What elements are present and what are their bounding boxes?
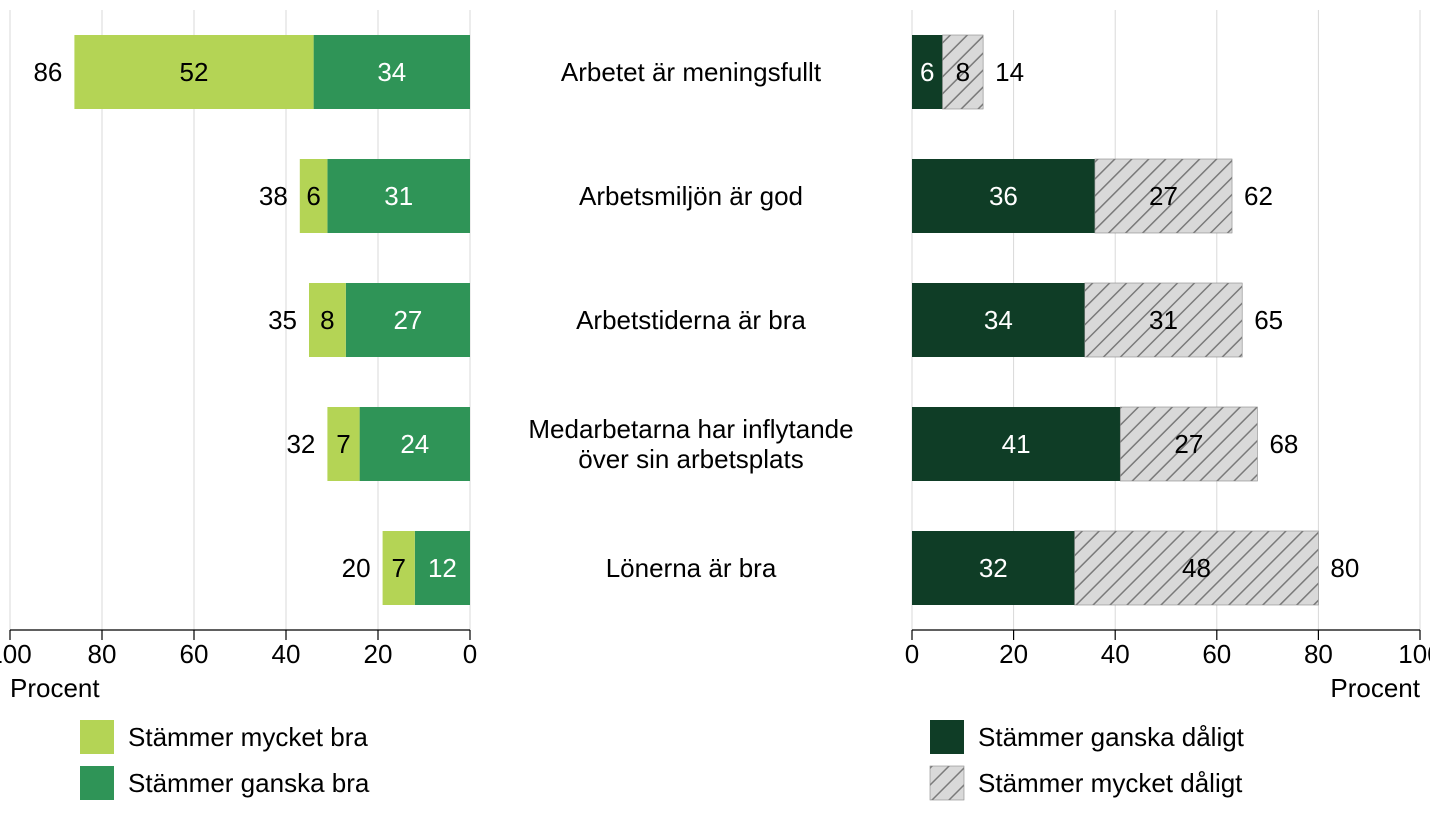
total-negative: 68 <box>1269 429 1298 459</box>
axis-tick-right: 0 <box>905 639 919 669</box>
legend-swatch <box>80 766 114 800</box>
category-label: Arbetsmiljön är god <box>579 181 803 211</box>
value-neg1: 41 <box>1002 429 1031 459</box>
total-positive: 32 <box>286 429 315 459</box>
value-pos2: 12 <box>428 553 457 583</box>
legend-label: Stämmer ganska dåligt <box>978 722 1245 752</box>
axis-tick-right: 100 <box>1398 639 1430 669</box>
axis-tick-right: 20 <box>999 639 1028 669</box>
axis-tick-left: 80 <box>88 639 117 669</box>
legend-label: Stämmer ganska bra <box>128 768 370 798</box>
axis-tick-left: 100 <box>0 639 32 669</box>
value-neg2: 8 <box>956 57 970 87</box>
total-positive: 86 <box>33 57 62 87</box>
value-pos1: 7 <box>391 553 405 583</box>
value-neg1: 6 <box>920 57 934 87</box>
value-pos1: 52 <box>180 57 209 87</box>
value-pos1: 6 <box>306 181 320 211</box>
total-negative: 14 <box>995 57 1024 87</box>
category-label: Arbetet är meningsfullt <box>561 57 822 87</box>
legend-swatch <box>930 766 964 800</box>
value-neg1: 36 <box>989 181 1018 211</box>
value-pos2: 27 <box>393 305 422 335</box>
axis-title-right: Procent <box>1330 673 1420 703</box>
axis-tick-left: 60 <box>180 639 209 669</box>
value-neg2: 27 <box>1149 181 1178 211</box>
legend-swatch <box>80 720 114 754</box>
total-negative: 62 <box>1244 181 1273 211</box>
value-neg2: 48 <box>1182 553 1211 583</box>
diverging-bar-chart: 5234866814Arbetet är meningsfullt6313836… <box>0 0 1430 828</box>
total-negative: 65 <box>1254 305 1283 335</box>
value-pos2: 34 <box>377 57 406 87</box>
value-neg2: 27 <box>1174 429 1203 459</box>
category-label: Lönerna är bra <box>606 553 777 583</box>
value-pos1: 8 <box>320 305 334 335</box>
axis-tick-left: 40 <box>272 639 301 669</box>
axis-tick-left: 0 <box>463 639 477 669</box>
total-positive: 38 <box>259 181 288 211</box>
value-pos2: 24 <box>400 429 429 459</box>
total-positive: 35 <box>268 305 297 335</box>
legend-label: Stämmer mycket bra <box>128 722 368 752</box>
value-pos2: 31 <box>384 181 413 211</box>
axis-tick-right: 40 <box>1101 639 1130 669</box>
value-neg2: 31 <box>1149 305 1178 335</box>
value-neg1: 32 <box>979 553 1008 583</box>
total-negative: 80 <box>1330 553 1359 583</box>
category-label: Arbetstiderna är bra <box>576 305 806 335</box>
axis-tick-left: 20 <box>364 639 393 669</box>
value-neg1: 34 <box>984 305 1013 335</box>
axis-title-left: Procent <box>10 673 100 703</box>
value-pos1: 7 <box>336 429 350 459</box>
axis-tick-right: 80 <box>1304 639 1333 669</box>
legend-swatch <box>930 720 964 754</box>
total-positive: 20 <box>342 553 371 583</box>
legend-label: Stämmer mycket dåligt <box>978 768 1243 798</box>
axis-tick-right: 60 <box>1202 639 1231 669</box>
